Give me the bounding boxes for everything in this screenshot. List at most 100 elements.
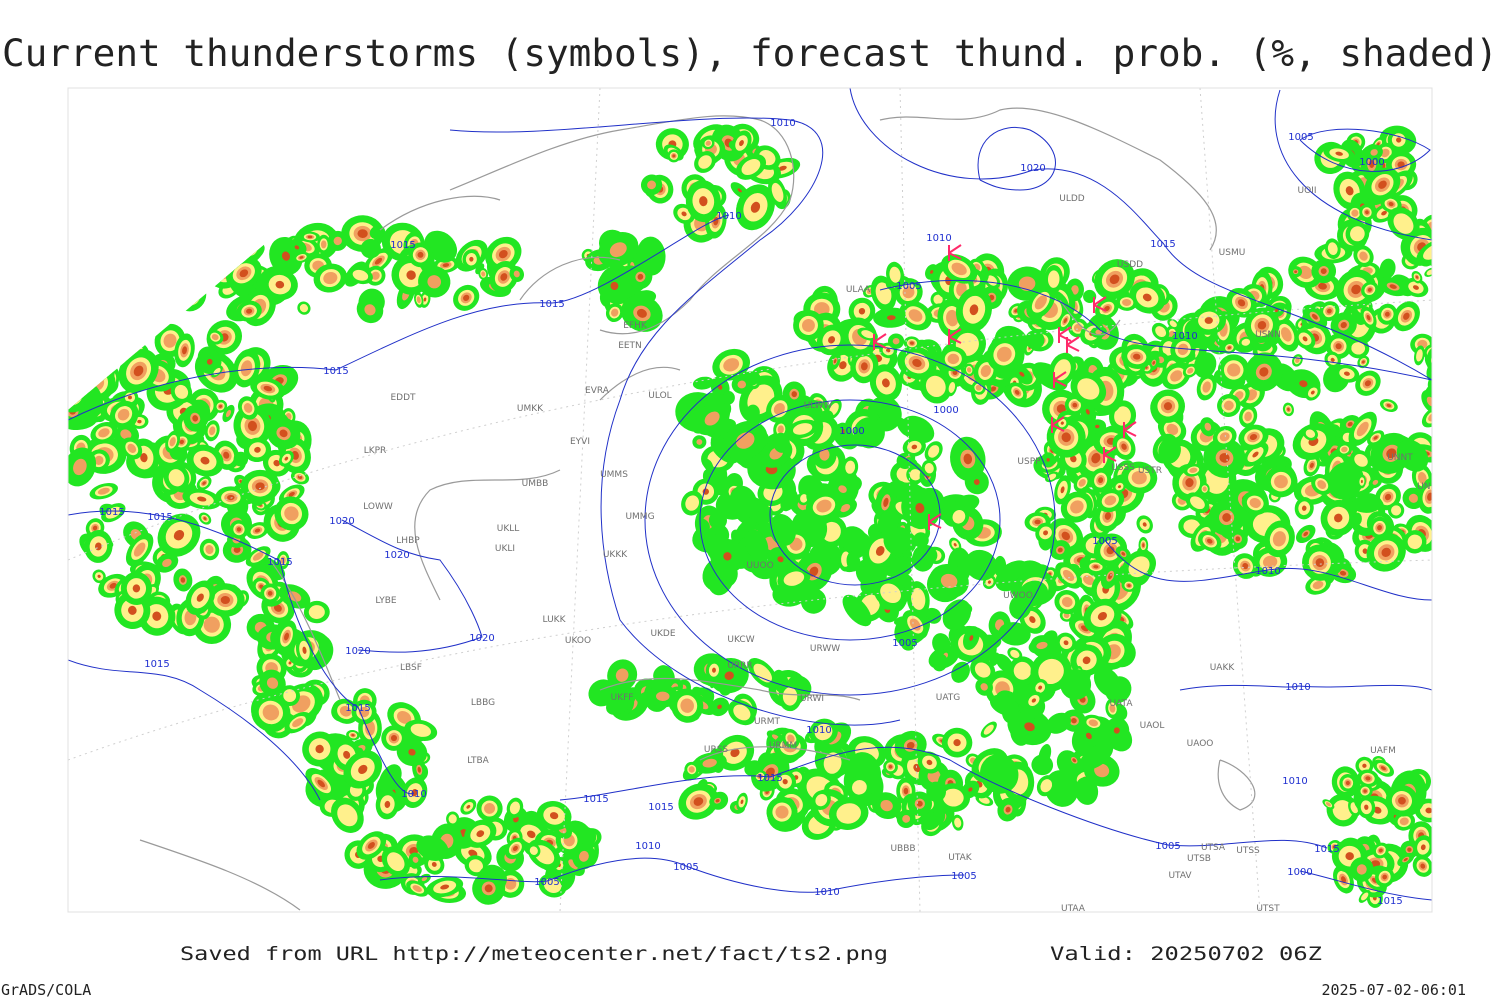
station-label: UKLL [497, 524, 520, 534]
shade-high [148, 229, 165, 246]
shade-max [173, 529, 185, 541]
shade-max [297, 475, 303, 479]
shade-max [247, 420, 257, 432]
shade-max [202, 481, 206, 485]
station-label: UAKK [1210, 663, 1236, 673]
shade-high [169, 437, 176, 447]
isobar-label: 1015 [99, 507, 124, 518]
shade-max [128, 605, 137, 615]
shade-max [212, 227, 219, 234]
shade-high [152, 243, 161, 252]
shade-low [151, 232, 173, 252]
isobar-label: 1010 [1285, 682, 1310, 693]
shade-high [333, 236, 342, 246]
shade-max [236, 527, 242, 532]
station-label: UBBB [890, 844, 915, 854]
shade-high [97, 487, 110, 495]
shade-high [513, 270, 520, 278]
shade-max [196, 593, 204, 602]
isobar-label: 1005 [1155, 841, 1180, 852]
station-label: UATG [936, 693, 961, 703]
shade-low [141, 247, 159, 257]
isobar-label: 1005 [1092, 536, 1117, 547]
isobar-label: 1020 [345, 646, 370, 657]
shade-low [145, 236, 161, 252]
shade-low [233, 451, 249, 467]
station-label: UMMG [625, 512, 654, 522]
shade-low [138, 275, 158, 295]
isobar-label: 1020 [469, 633, 494, 644]
shade-max [245, 229, 252, 238]
isobar-label: 1010 [716, 211, 741, 222]
shade-high [243, 403, 253, 413]
shade-low [181, 266, 201, 285]
isobar-label: 1015 [1377, 896, 1402, 907]
shade-max [294, 245, 300, 250]
station-label: UNBB [1417, 482, 1443, 492]
shade-mid [156, 269, 169, 278]
shade-low [1436, 373, 1474, 410]
station-label: UKLI [495, 544, 515, 554]
station-label: LHBP [396, 536, 420, 546]
station-label: LBBG [471, 698, 495, 708]
station-label: UKOO [565, 636, 591, 646]
shade-low [114, 241, 150, 285]
shade-high [284, 506, 299, 521]
shade-low [147, 238, 166, 257]
shade-max [203, 517, 207, 521]
shade-high [162, 558, 172, 568]
shade-max [246, 308, 253, 314]
shade-max [137, 419, 142, 424]
station-label: UTSA [1201, 843, 1226, 853]
station-label: URWI [800, 694, 824, 704]
shade-high [124, 253, 140, 272]
shade-low [78, 355, 100, 379]
shade-high [68, 381, 71, 394]
station-label: URMM [769, 741, 797, 751]
shade-high [1453, 429, 1462, 439]
shade-high [185, 286, 197, 298]
map-title: Current thunderstorms (symbols), forecas… [2, 32, 1498, 75]
shade-low [68, 397, 72, 408]
shade-mid [1451, 427, 1464, 441]
station-label: UAOO [1187, 739, 1214, 749]
shade-max [105, 370, 109, 376]
shade-low [102, 264, 119, 285]
shade-high [205, 545, 214, 555]
shade-high [1433, 353, 1445, 367]
shade-max [469, 256, 474, 262]
station-label: UKCW [727, 635, 754, 645]
shade-low [1447, 423, 1468, 446]
shade-low [136, 245, 171, 280]
station-label: UMBB [522, 479, 549, 489]
shade-mid [1431, 350, 1432, 370]
isobar-label: 1010 [1172, 331, 1197, 342]
map-area: 1010 1010 1015 1015 1015 1010 1005 1000 1000 1020… [68, 88, 1474, 912]
shade-mid [105, 506, 121, 519]
isobar-label: 1015 [539, 299, 564, 310]
shade-low [178, 262, 194, 277]
isobar-label: 1000 [1287, 867, 1312, 878]
shade-high [427, 275, 442, 289]
shade-max [97, 574, 101, 578]
shade-mid [148, 239, 158, 249]
shade-mid [299, 304, 309, 313]
shade-low [102, 281, 117, 293]
shade-high [1447, 384, 1463, 400]
isobar-label: 1000 [933, 405, 958, 416]
shade-max [233, 546, 241, 553]
isobar-label: 1010 [926, 233, 951, 244]
isobar-label: 1010 [1282, 776, 1307, 787]
isobar-label: 1000 [839, 426, 864, 437]
isobar-label: 1020 [329, 516, 354, 527]
shade-high [240, 360, 253, 377]
isobar-label: 1010 [770, 118, 795, 129]
shade-low [236, 218, 262, 249]
station-label: EETN [618, 341, 642, 351]
isobar-label: 1000 [1359, 157, 1384, 168]
shade-max [218, 404, 223, 408]
shade-max [132, 584, 141, 593]
shade-max [220, 595, 230, 605]
shade-max [1438, 382, 1446, 390]
